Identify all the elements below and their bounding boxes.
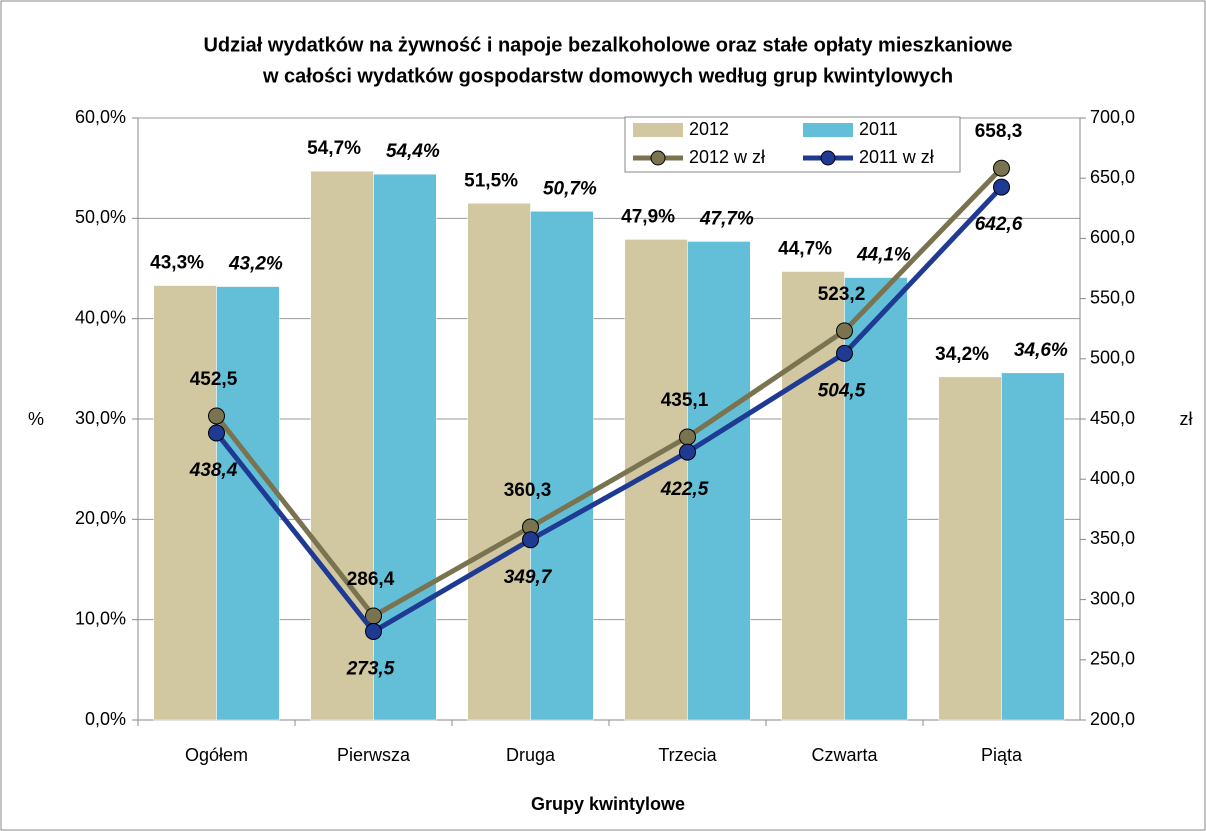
y-tick-label: 10,0% <box>75 608 126 628</box>
bar-value-label: 44,7% <box>778 239 832 260</box>
bar-value-label: 43,2% <box>228 254 283 275</box>
x-tick-label: Pierwsza <box>337 745 411 765</box>
chart-title: w całości wydatków gospodarstw domowych … <box>262 65 953 87</box>
bar-value-label: 34,6% <box>1014 340 1068 361</box>
y-tick-label: 0,0% <box>85 709 126 729</box>
bar <box>373 173 437 721</box>
line <box>214 185 1004 635</box>
legend-label: 2012 <box>689 119 729 139</box>
y-tick-label: 20,0% <box>75 508 126 528</box>
y2-tick-label: 250,0 <box>1090 649 1135 669</box>
bar <box>216 286 280 721</box>
y2-tick-label: 200,0 <box>1090 709 1135 729</box>
line-value-label: 273,5 <box>346 659 395 680</box>
line-marker <box>679 428 696 446</box>
y2-tick-label: 550,0 <box>1090 287 1135 307</box>
line-marker <box>679 443 696 461</box>
y2-tick-label: 300,0 <box>1090 588 1135 608</box>
bar-value-label: 51,5% <box>464 170 518 191</box>
legend-swatch <box>803 123 853 137</box>
line-value-label: 523,2 <box>818 284 866 305</box>
line-value-label: 360,3 <box>504 480 552 501</box>
x-tick-label: Druga <box>506 745 556 765</box>
bar-value-label: 34,2% <box>935 344 989 365</box>
line-marker <box>836 344 853 362</box>
bar-value-label: 47,9% <box>621 206 675 227</box>
y-tick-label: 50,0% <box>75 207 126 227</box>
legend-label: 2011 <box>859 119 898 139</box>
y-tick-label: 60,0% <box>75 107 126 127</box>
bar <box>781 271 845 721</box>
bar-value-label: 47,7% <box>699 208 754 229</box>
line-value-label: 658,3 <box>975 121 1023 142</box>
line-value-label: 422,5 <box>660 479 709 500</box>
y-axis-title: % <box>28 409 44 429</box>
chart-title: Udział wydatków na żywność i napoje beza… <box>203 34 1012 56</box>
legend-label: 2011 w zł <box>859 147 934 167</box>
line-value-label: 642,6 <box>975 214 1023 235</box>
bar-value-label: 50,7% <box>543 178 597 199</box>
line-marker <box>208 424 225 442</box>
line-marker <box>993 159 1010 177</box>
y2-tick-label: 450,0 <box>1090 408 1135 428</box>
line-marker <box>208 407 225 425</box>
line-marker <box>993 178 1010 196</box>
line-marker <box>836 322 853 340</box>
line-value-label: 435,1 <box>661 390 709 411</box>
bar <box>467 203 531 721</box>
y-tick-label: 40,0% <box>75 307 126 327</box>
y-tick-label: 30,0% <box>75 408 126 428</box>
line-value-label: 286,4 <box>347 569 395 590</box>
x-axis-title: Grupy kwintylowe <box>531 794 685 814</box>
bar <box>1001 372 1065 721</box>
y2-tick-label: 400,0 <box>1090 468 1135 488</box>
x-tick-label: Ogółem <box>185 745 248 765</box>
line <box>214 166 1004 620</box>
y2-tick-label: 350,0 <box>1090 528 1135 548</box>
line-marker <box>365 623 382 641</box>
legend-label: 2012 w zł <box>689 147 765 167</box>
y2-tick-label: 650,0 <box>1090 167 1135 187</box>
bar <box>153 285 217 721</box>
bar <box>310 170 374 721</box>
bar <box>687 241 751 721</box>
bar <box>938 376 1002 721</box>
bar-value-label: 54,4% <box>386 141 440 162</box>
bar <box>844 277 908 721</box>
y2-tick-label: 700,0 <box>1090 107 1135 127</box>
line-value-label: 349,7 <box>504 567 553 588</box>
line-value-label: 452,5 <box>190 369 238 390</box>
x-tick-label: Trzecia <box>658 745 717 765</box>
legend-swatch <box>820 150 836 166</box>
y2-tick-label: 500,0 <box>1090 348 1135 368</box>
x-tick-label: Czwarta <box>811 745 878 765</box>
x-tick-label: Piąta <box>981 745 1023 765</box>
bar-value-label: 44,1% <box>856 245 911 266</box>
legend-swatch <box>650 150 666 166</box>
y2-tick-label: 600,0 <box>1090 227 1135 247</box>
y2-axis-title: zł <box>1180 409 1193 429</box>
bar-value-label: 43,3% <box>150 253 204 274</box>
legend-swatch <box>633 123 683 137</box>
line-value-label: 504,5 <box>818 380 866 401</box>
line-value-label: 438,4 <box>189 460 238 481</box>
bar-value-label: 54,7% <box>307 138 361 159</box>
bar <box>530 211 594 721</box>
line-marker <box>522 531 539 549</box>
